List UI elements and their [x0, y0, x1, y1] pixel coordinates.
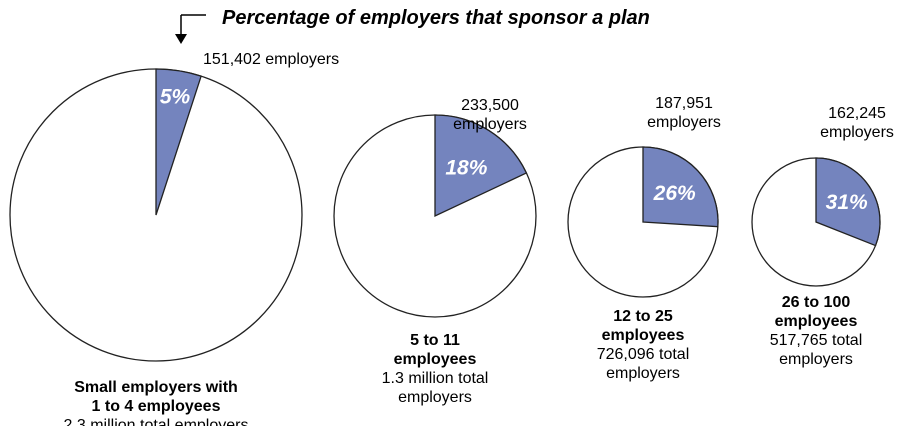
total-employers-label: 2.3 million total employers: [64, 417, 249, 426]
pie-group: 31% 162,245 employers 26 to 100 employees 517…: [751, 105, 894, 368]
total-employers-label: 517,765 total: [770, 332, 863, 349]
pie-slice-sponsor: [155, 68, 202, 216]
sponsor-count-label: 162,245: [828, 105, 886, 122]
total-employers-label: employers: [606, 365, 680, 382]
pie-slice-sponsor: [815, 157, 881, 247]
sponsor-count-label: 233,500: [461, 97, 519, 114]
group-label: 5 to 11: [410, 332, 460, 349]
total-employers-label: 1.3 million total: [382, 370, 489, 387]
pie-slice-sponsor: [434, 114, 528, 218]
group-label: 1 to 4 employees: [92, 398, 221, 415]
sponsor-count-label: 187,951: [655, 95, 713, 112]
total-employers-label: employers: [779, 351, 853, 368]
pie-slice-label: 26%: [653, 182, 696, 205]
group-label: employees: [602, 327, 685, 344]
sponsor-count-label: employers: [453, 116, 527, 133]
total-employers-label: 726,096 total: [597, 346, 690, 363]
title-pointer-arrow: [175, 14, 206, 44]
chart-title: Percentage of employers that sponsor a p…: [222, 7, 650, 29]
group-label: employees: [394, 351, 477, 368]
sponsor-count-label: employers: [820, 124, 894, 141]
pie-slice-label: 31%: [826, 191, 868, 214]
group-label: employees: [775, 313, 858, 330]
pie-group: 26% 187,951 employers 12 to 25 employees 726,…: [567, 95, 721, 382]
sponsor-count-label: employers: [647, 114, 721, 131]
pie-group: 5% 151,402 employers Small employers with 1…: [9, 51, 339, 426]
pie-slice-label: 18%: [445, 157, 487, 180]
total-employers-label: employers: [398, 389, 472, 406]
group-label: Small employers with: [74, 379, 238, 396]
group-label: 12 to 25: [613, 308, 673, 325]
pie-slice-label: 5%: [160, 85, 191, 108]
group-label: 26 to 100: [782, 294, 851, 311]
sponsor-count-label: 151,402 employers: [203, 51, 339, 68]
pie-group: 18% 233,500 employers 5 to 11 employees 1.3 m…: [333, 97, 537, 406]
pie-slice-sponsor: [642, 146, 719, 228]
